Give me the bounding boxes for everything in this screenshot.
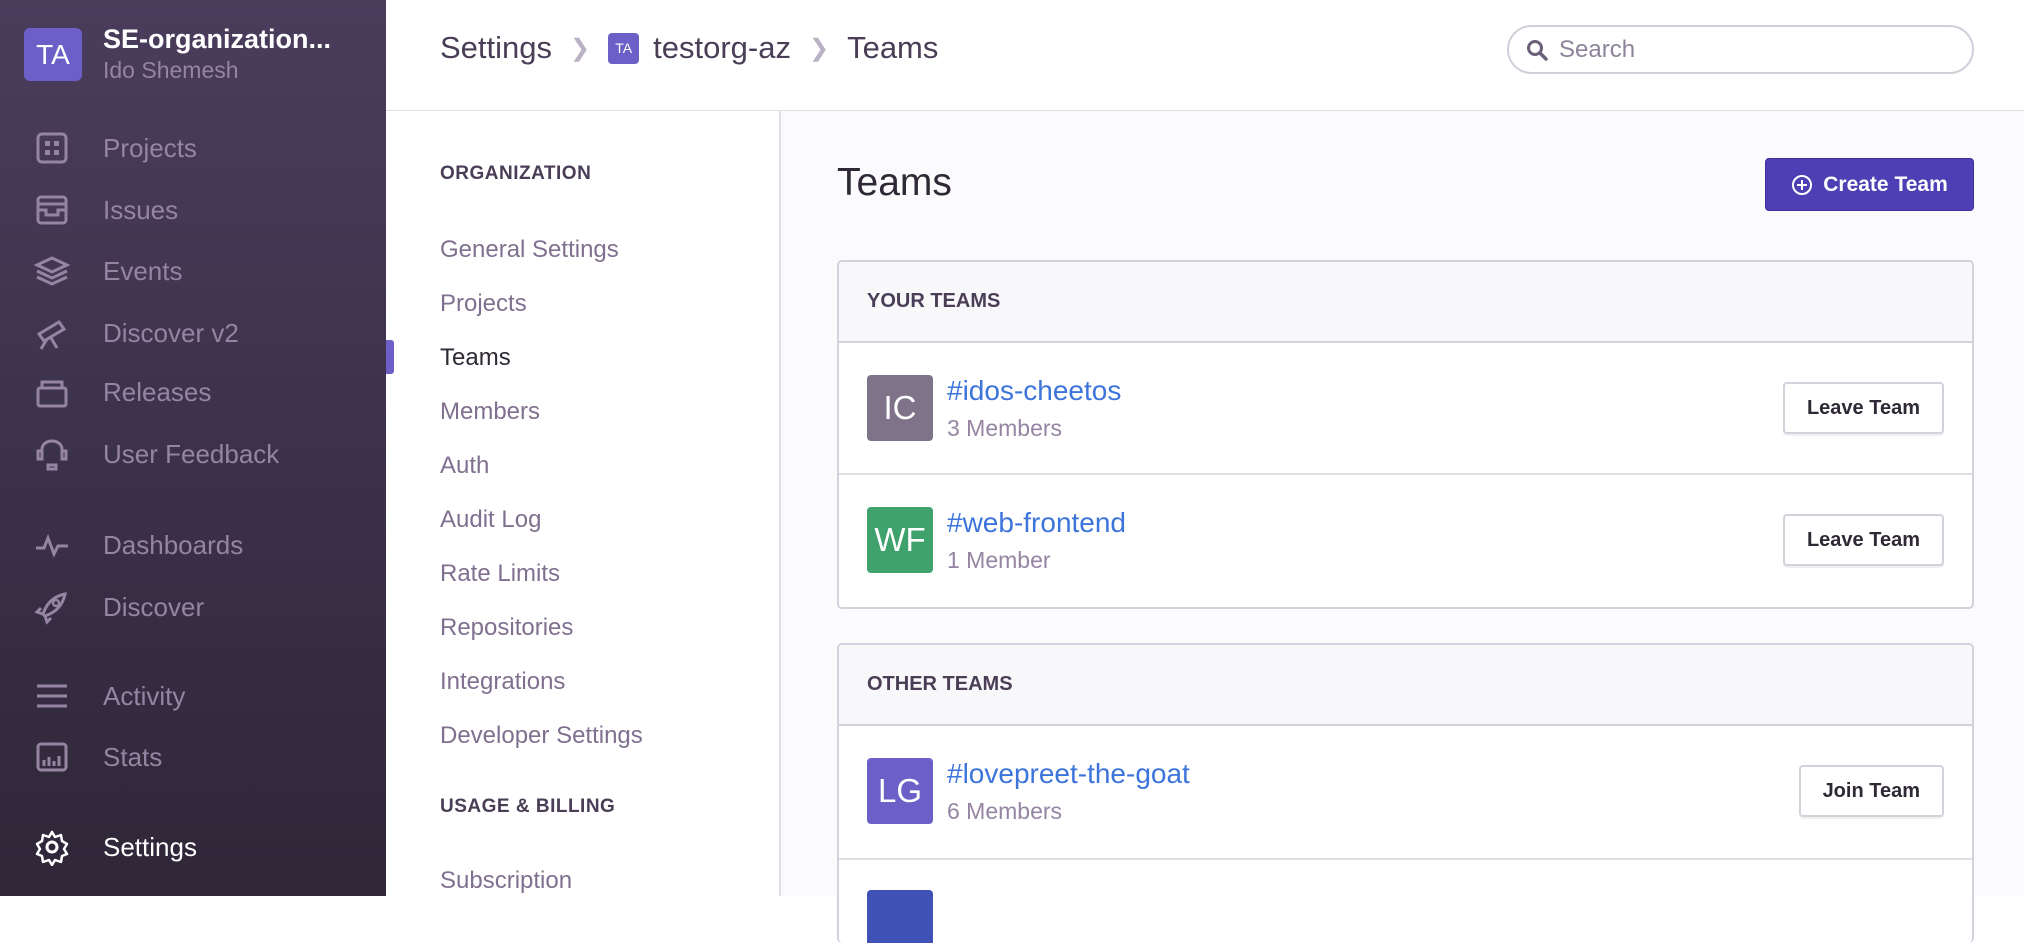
chevron-right-icon: ❯: [570, 34, 591, 62]
nav-item-activity[interactable]: Activity: [0, 671, 386, 721]
team-avatar: WF: [867, 507, 933, 573]
org-mini-avatar: TA: [608, 32, 640, 64]
subnav-item-general-settings[interactable]: General Settings: [440, 236, 619, 263]
nav-item-releases[interactable]: Releases: [0, 367, 386, 417]
subnav-item-auth[interactable]: Auth: [440, 452, 490, 479]
subnav-item-developer-settings[interactable]: Developer Settings: [440, 722, 643, 749]
other-teams-heading: OTHER TEAMS: [839, 645, 1972, 726]
projects-icon: [36, 132, 68, 164]
nav-label: Activity: [103, 680, 186, 711]
create-team-button[interactable]: Create Team: [1765, 158, 1974, 211]
breadcrumb-page[interactable]: Teams: [847, 30, 939, 65]
nav-label: Events: [103, 255, 183, 286]
nav-item-user-feedback[interactable]: User Feedback: [0, 429, 386, 479]
create-team-label: Create Team: [1823, 172, 1948, 196]
nav-item-stats[interactable]: Stats: [0, 732, 386, 782]
plus-circle-icon: [1792, 174, 1813, 195]
nav-item-issues[interactable]: Issues: [0, 185, 386, 235]
feedback-icon: [36, 439, 68, 471]
leave-team-button[interactable]: Leave Team: [1782, 382, 1944, 434]
nav-item-settings[interactable]: Settings: [0, 822, 386, 872]
subnav-item-audit-log[interactable]: Audit Log: [440, 506, 542, 533]
events-icon: [33, 256, 71, 286]
section-organization: ORGANIZATION: [440, 163, 592, 184]
your-teams-panel: YOUR TEAMS IC #idos-cheetos 3 Members Leave…: [837, 260, 1974, 609]
subnav-item-integrations[interactable]: Integrations: [440, 668, 566, 695]
activity-icon: [37, 684, 67, 708]
main-content: Teams Create Team YOUR TEAMS IC #idos-che…: [781, 111, 2024, 943]
team-avatar: [867, 890, 933, 943]
team-avatar: IC: [867, 375, 933, 441]
pulse-icon: [36, 533, 68, 558]
section-usage-billing: USAGE & BILLING: [440, 796, 616, 817]
subnav-item-members[interactable]: Members: [440, 398, 541, 425]
subnav-item-subscription[interactable]: Subscription: [440, 867, 573, 894]
org-name[interactable]: SE-organization...: [103, 24, 332, 54]
nav-item-discover[interactable]: Discover: [0, 582, 386, 632]
chevron-right-icon: ❯: [808, 34, 830, 62]
nav-label: Releases: [103, 376, 212, 407]
sidebar: TA SE-organization... Ido Shemesh Projec…: [0, 0, 386, 896]
nav-item-events[interactable]: Events: [0, 246, 386, 296]
stats-icon: [36, 742, 68, 772]
subnav-item-projects[interactable]: Projects: [440, 290, 527, 317]
breadcrumb-settings[interactable]: Settings: [440, 30, 553, 65]
nav-label: User Feedback: [103, 438, 280, 469]
nav-label: Settings: [103, 831, 197, 862]
team-member-count: 6 Members: [947, 798, 1063, 824]
team-avatar: LG: [867, 758, 933, 824]
team-member-count: 3 Members: [947, 415, 1063, 441]
user-name: Ido Shemesh: [103, 57, 239, 83]
header: Settings ❯ TA testorg-az ❯ Teams Search: [386, 0, 2024, 111]
nav-label: Discover: [103, 591, 205, 622]
subnav-item-repositories[interactable]: Repositories: [440, 614, 574, 641]
subnav-item-rate-limits[interactable]: Rate Limits: [440, 560, 561, 587]
team-row: IC #idos-cheetos 3 Members Leave Team: [839, 343, 1972, 475]
breadcrumb: Settings ❯ TA testorg-az ❯ Teams: [440, 30, 938, 66]
nav-label: Projects: [103, 132, 197, 163]
your-teams-heading: YOUR TEAMS: [839, 262, 1972, 343]
nav-label: Stats: [103, 741, 163, 772]
team-name-link[interactable]: #web-frontend: [947, 507, 1127, 538]
releases-icon: [36, 380, 68, 408]
issues-icon: [36, 195, 68, 225]
search-icon: [1527, 39, 1548, 61]
search-placeholder: Search: [1559, 35, 1636, 63]
join-team-button[interactable]: Join Team: [1798, 765, 1944, 817]
nav-label: Issues: [103, 194, 179, 225]
nav-label: Discover v2: [103, 317, 239, 348]
search-input[interactable]: Search: [1507, 25, 1974, 74]
telescope-icon: [36, 320, 67, 350]
team-name-link[interactable]: #idos-cheetos: [947, 375, 1122, 406]
page-title: Teams: [837, 161, 952, 204]
nav-item-dashboards[interactable]: Dashboards: [0, 520, 386, 570]
other-teams-panel: OTHER TEAMS LG #lovepreet-the-goat 6 Membe…: [837, 643, 1974, 943]
org-avatar[interactable]: TA: [24, 28, 82, 81]
nav-label: Dashboards: [103, 529, 244, 560]
team-row: [839, 858, 1972, 943]
team-row: LG #lovepreet-the-goat 6 Members Join Team: [839, 726, 1972, 858]
nav-item-projects[interactable]: Projects: [0, 123, 386, 173]
team-row: WF #web-frontend 1 Member Leave Team: [839, 475, 1972, 607]
team-name-link[interactable]: #lovepreet-the-goat: [947, 758, 1190, 789]
gear-icon: [35, 830, 69, 866]
team-member-count: 1 Member: [947, 547, 1051, 573]
leave-team-button[interactable]: Leave Team: [1782, 514, 1944, 566]
nav-item-discover-v2[interactable]: Discover v2: [0, 308, 386, 358]
active-indicator: [386, 340, 394, 374]
subnav-item-teams[interactable]: Teams: [440, 344, 511, 371]
rocket-icon: [34, 592, 67, 625]
breadcrumb-org[interactable]: testorg-az: [653, 30, 791, 65]
settings-subnav: ORGANIZATION General Settings Projects Tea…: [386, 111, 781, 896]
